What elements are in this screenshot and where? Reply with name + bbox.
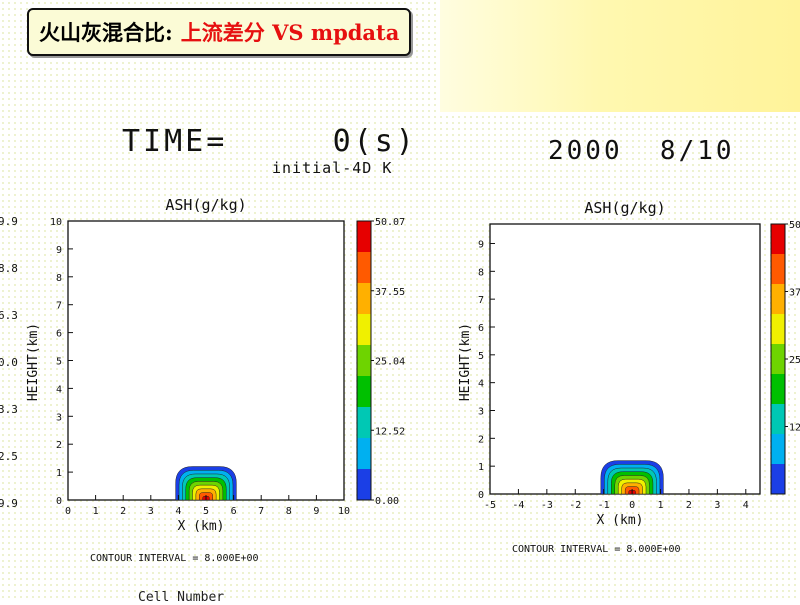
colorbar-label-0: 25.04 (375, 357, 405, 368)
colorbar-segment-0-8 (357, 221, 371, 252)
y-tick-label-1: 8 (478, 267, 484, 278)
colorbar-segment-1-6 (771, 284, 785, 314)
y-tick-label-0: 8 (56, 273, 62, 284)
y-tick-label-0: 4 (56, 384, 62, 395)
x-tick-label-1: -5 (484, 500, 496, 511)
slide-title-label: 火山灰混合比: (39, 20, 173, 45)
y-tick-label-0: 0 (56, 496, 62, 507)
edge-label: 6.3 (0, 309, 18, 322)
colorbar-segment-0-5 (357, 314, 371, 345)
colorbar-segment-1-1 (771, 434, 785, 464)
y-tick-label-0: 2 (56, 440, 62, 451)
y-tick-label-1: 2 (478, 434, 484, 445)
x-tick-label-0: 6 (231, 506, 237, 517)
x-tick-label-0: 1 (93, 506, 99, 517)
x-tick-label-0: 9 (313, 506, 319, 517)
edge-label: 3.3 (0, 403, 18, 416)
y-tick-label-0: 1 (56, 468, 62, 479)
y-axis-label-0: HEIGHT(km) (26, 323, 41, 401)
y-tick-label-1: 9 (478, 239, 484, 250)
colorbar-segment-1-3 (771, 374, 785, 404)
y-tick-label-1: 0 (478, 490, 484, 501)
x-tick-label-1: 0 (629, 500, 635, 511)
edge-label: 2.5 (0, 450, 18, 463)
colorbar-segment-0-4 (357, 345, 371, 376)
contour-interval-1: CONTOUR INTERVAL = 8.000E+00 (512, 544, 681, 555)
x-tick-label-0: 5 (203, 506, 209, 517)
x-tick-label-0: 0 (65, 506, 71, 517)
x-tick-label-1: -1 (598, 500, 610, 511)
colorbar-label-0: 50.07 (375, 217, 405, 228)
colorbar-label-1: 12 (789, 423, 800, 434)
colorbar-label-1: 37 (789, 288, 800, 299)
y-tick-label-0: 5 (56, 357, 62, 368)
x-tick-label-0: 10 (338, 506, 350, 517)
slide-title: 火山灰混合比: 上流差分 VS mpdata (27, 8, 412, 56)
colorbar-label-0: 0.00 (375, 496, 399, 507)
y-tick-label-1: 6 (478, 323, 484, 334)
x-tick-label-1: 4 (743, 500, 749, 511)
contour-interval-0: CONTOUR INTERVAL = 8.000E+00 (90, 553, 259, 564)
colorbar-segment-1-8 (771, 224, 785, 254)
x-tick-label-1: -2 (569, 500, 581, 511)
y-tick-label-1: 1 (478, 462, 484, 473)
colorbar-label-1: 50 (789, 220, 800, 231)
colorbar-segment-0-1 (357, 438, 371, 469)
x-axis-label-0: X (km) (178, 519, 225, 534)
y-tick-label-1: 5 (478, 351, 484, 362)
x-tick-label-1: -3 (541, 500, 553, 511)
plot-title-1: ASH(g/kg) (584, 199, 665, 217)
partial-footer-text: Cell Number (138, 590, 225, 605)
x-axis-label-1: X (km) (597, 513, 644, 528)
date-label: 2000 8/10 (548, 136, 735, 166)
edge-label: 8.8 (0, 262, 18, 275)
plot-frame-1 (489, 223, 761, 495)
x-tick-label-1: 2 (686, 500, 692, 511)
y-tick-label-0: 7 (56, 301, 62, 312)
slide-title-comparison: 上流差分 VS mpdata (180, 20, 400, 45)
plot-frame-0 (67, 220, 345, 501)
yellow-gradient-panel (440, 0, 800, 112)
colorbar-segment-0-3 (357, 376, 371, 407)
colorbar-segment-1-2 (771, 404, 785, 434)
x-tick-label-0: 2 (120, 506, 126, 517)
y-tick-label-0: 6 (56, 329, 62, 340)
colorbar-segment-1-4 (771, 344, 785, 374)
colorbar-segment-0-2 (357, 407, 371, 438)
colorbar-segment-1-0 (771, 464, 785, 494)
x-tick-label-0: 8 (286, 506, 292, 517)
plot-title-0: ASH(g/kg) (165, 196, 246, 214)
colorbar-label-1: 25 (789, 355, 800, 366)
colorbar-label-0: 12.52 (375, 426, 405, 437)
y-tick-label-0: 3 (56, 412, 62, 423)
y-axis-label-1: HEIGHT(km) (458, 323, 473, 401)
colorbar-segment-0-7 (357, 252, 371, 283)
colorbar-segment-1-7 (771, 254, 785, 284)
x-tick-label-0: 7 (258, 506, 264, 517)
x-tick-label-0: 4 (175, 506, 181, 517)
time-label: TIME= 0(s) (122, 124, 417, 159)
x-tick-label-1: 1 (658, 500, 664, 511)
edge-label: 0.0 (0, 356, 18, 369)
x-tick-label-1: -4 (512, 500, 524, 511)
edge-label: 9.9 (0, 215, 18, 228)
x-tick-label-1: 3 (714, 500, 720, 511)
y-tick-label-1: 4 (478, 379, 484, 390)
y-tick-label-1: 7 (478, 295, 484, 306)
colorbar-segment-0-0 (357, 469, 371, 500)
edge-label: 9.9 (0, 497, 18, 510)
run-subtitle: initial-4D K (272, 159, 393, 177)
y-tick-label-1: 3 (478, 406, 484, 417)
colorbar-segment-0-6 (357, 283, 371, 314)
colorbar-label-0: 37.55 (375, 287, 405, 298)
y-tick-label-0: 10 (50, 217, 62, 228)
colorbar-segment-1-5 (771, 314, 785, 344)
x-tick-label-0: 3 (148, 506, 154, 517)
y-tick-label-0: 9 (56, 245, 62, 256)
